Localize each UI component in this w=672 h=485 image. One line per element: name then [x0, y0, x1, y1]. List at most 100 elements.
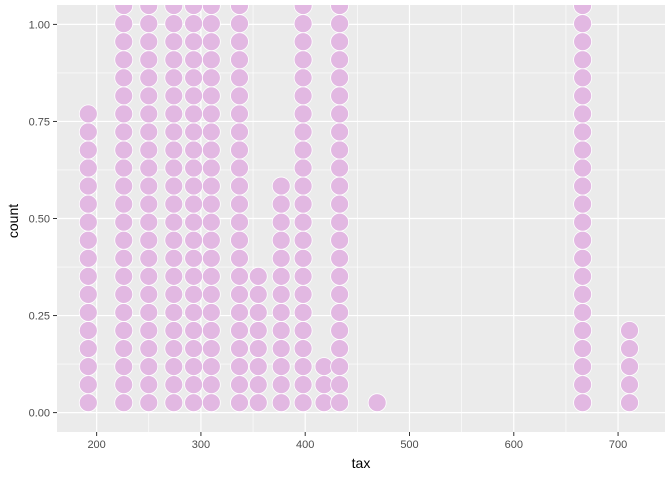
dot-point	[78, 357, 98, 376]
dot-point	[139, 14, 159, 34]
dot-point	[201, 68, 221, 88]
dot-point	[78, 194, 98, 214]
dot-point	[330, 32, 350, 52]
dot-point	[230, 32, 249, 52]
dot-point	[139, 248, 159, 268]
dot-point	[78, 321, 98, 340]
dot-point	[330, 5, 350, 15]
dot-point	[573, 122, 593, 142]
dot-point	[114, 248, 134, 268]
dot-point	[573, 248, 593, 268]
dot-point	[164, 194, 184, 214]
dot-point	[573, 104, 593, 124]
dot-point	[114, 50, 134, 70]
dot-point	[248, 339, 268, 358]
dot-point	[271, 375, 291, 395]
dot-point	[201, 176, 221, 196]
dot-point	[330, 68, 350, 88]
dot-point	[164, 339, 184, 358]
dot-point	[164, 321, 184, 340]
dot-point	[114, 176, 134, 196]
dot-point	[230, 248, 249, 268]
dot-point	[184, 86, 204, 106]
dot-point	[164, 86, 184, 106]
dot-point	[114, 321, 134, 340]
dot-point	[164, 68, 184, 88]
dot-point	[293, 321, 313, 340]
dot-point	[573, 86, 593, 106]
dot-point	[201, 194, 221, 214]
dot-point	[139, 230, 159, 250]
dot-point	[330, 248, 350, 268]
dot-point	[164, 104, 184, 124]
dot-point	[573, 212, 593, 232]
dot-point	[201, 230, 221, 250]
dot-point	[293, 86, 313, 106]
dot-point	[114, 212, 134, 232]
dot-point	[620, 393, 639, 413]
dot-point	[230, 14, 249, 34]
dot-point	[293, 357, 313, 376]
dot-point	[293, 339, 313, 358]
dot-point	[230, 230, 249, 250]
dot-point	[573, 158, 593, 178]
y-axis-title: count	[5, 204, 21, 238]
dot-point	[78, 284, 98, 304]
dot-point	[330, 357, 350, 376]
dot-point	[271, 303, 291, 322]
dot-point	[164, 357, 184, 376]
dot-point	[201, 140, 221, 160]
dot-point	[330, 176, 350, 196]
x-axis-title: tax	[352, 455, 371, 471]
dot-point	[248, 375, 268, 395]
dot-point	[164, 375, 184, 395]
dot-point	[293, 104, 313, 124]
x-tick-label: 300	[192, 439, 210, 451]
dot-point	[573, 303, 593, 322]
dot-point	[114, 339, 134, 358]
dot-point	[620, 339, 639, 358]
axes: 200 300 400 500 600 700 0.00 0.25 0.50 0.75 1.00	[29, 19, 628, 451]
dot-point	[573, 266, 593, 286]
dot-point	[201, 284, 221, 304]
dot-point	[230, 104, 249, 124]
dot-point	[201, 339, 221, 358]
dot-point	[271, 393, 291, 413]
dot-point	[184, 5, 204, 15]
dot-point	[184, 194, 204, 214]
dot-point	[367, 393, 387, 413]
dot-point	[230, 284, 249, 304]
dot-point	[114, 5, 134, 15]
dot-point	[114, 266, 134, 286]
dot-point	[201, 158, 221, 178]
x-tick-label: 600	[505, 439, 523, 451]
dot-point	[184, 393, 204, 413]
dot-point	[573, 68, 593, 88]
dot-point	[114, 32, 134, 52]
dot-point	[330, 393, 350, 413]
dot-point	[293, 248, 313, 268]
dot-point	[184, 104, 204, 124]
dot-point	[184, 375, 204, 395]
dot-point	[114, 122, 134, 142]
dot-point	[293, 393, 313, 413]
dot-point	[164, 32, 184, 52]
dot-point	[248, 357, 268, 376]
dot-point	[114, 375, 134, 395]
dot-point	[78, 212, 98, 232]
dot-point	[230, 194, 249, 214]
dot-point	[201, 212, 221, 232]
dot-point	[573, 230, 593, 250]
dot-point	[139, 140, 159, 160]
dot-point	[184, 32, 204, 52]
y-tick-label: 0.00	[29, 408, 50, 420]
dot-point	[230, 393, 249, 413]
dot-point	[114, 68, 134, 88]
dot-point	[248, 321, 268, 340]
dot-point	[330, 212, 350, 232]
dot-point	[139, 212, 159, 232]
dot-point	[620, 375, 639, 395]
dot-point	[164, 266, 184, 286]
dot-point	[573, 194, 593, 214]
dot-point	[164, 140, 184, 160]
